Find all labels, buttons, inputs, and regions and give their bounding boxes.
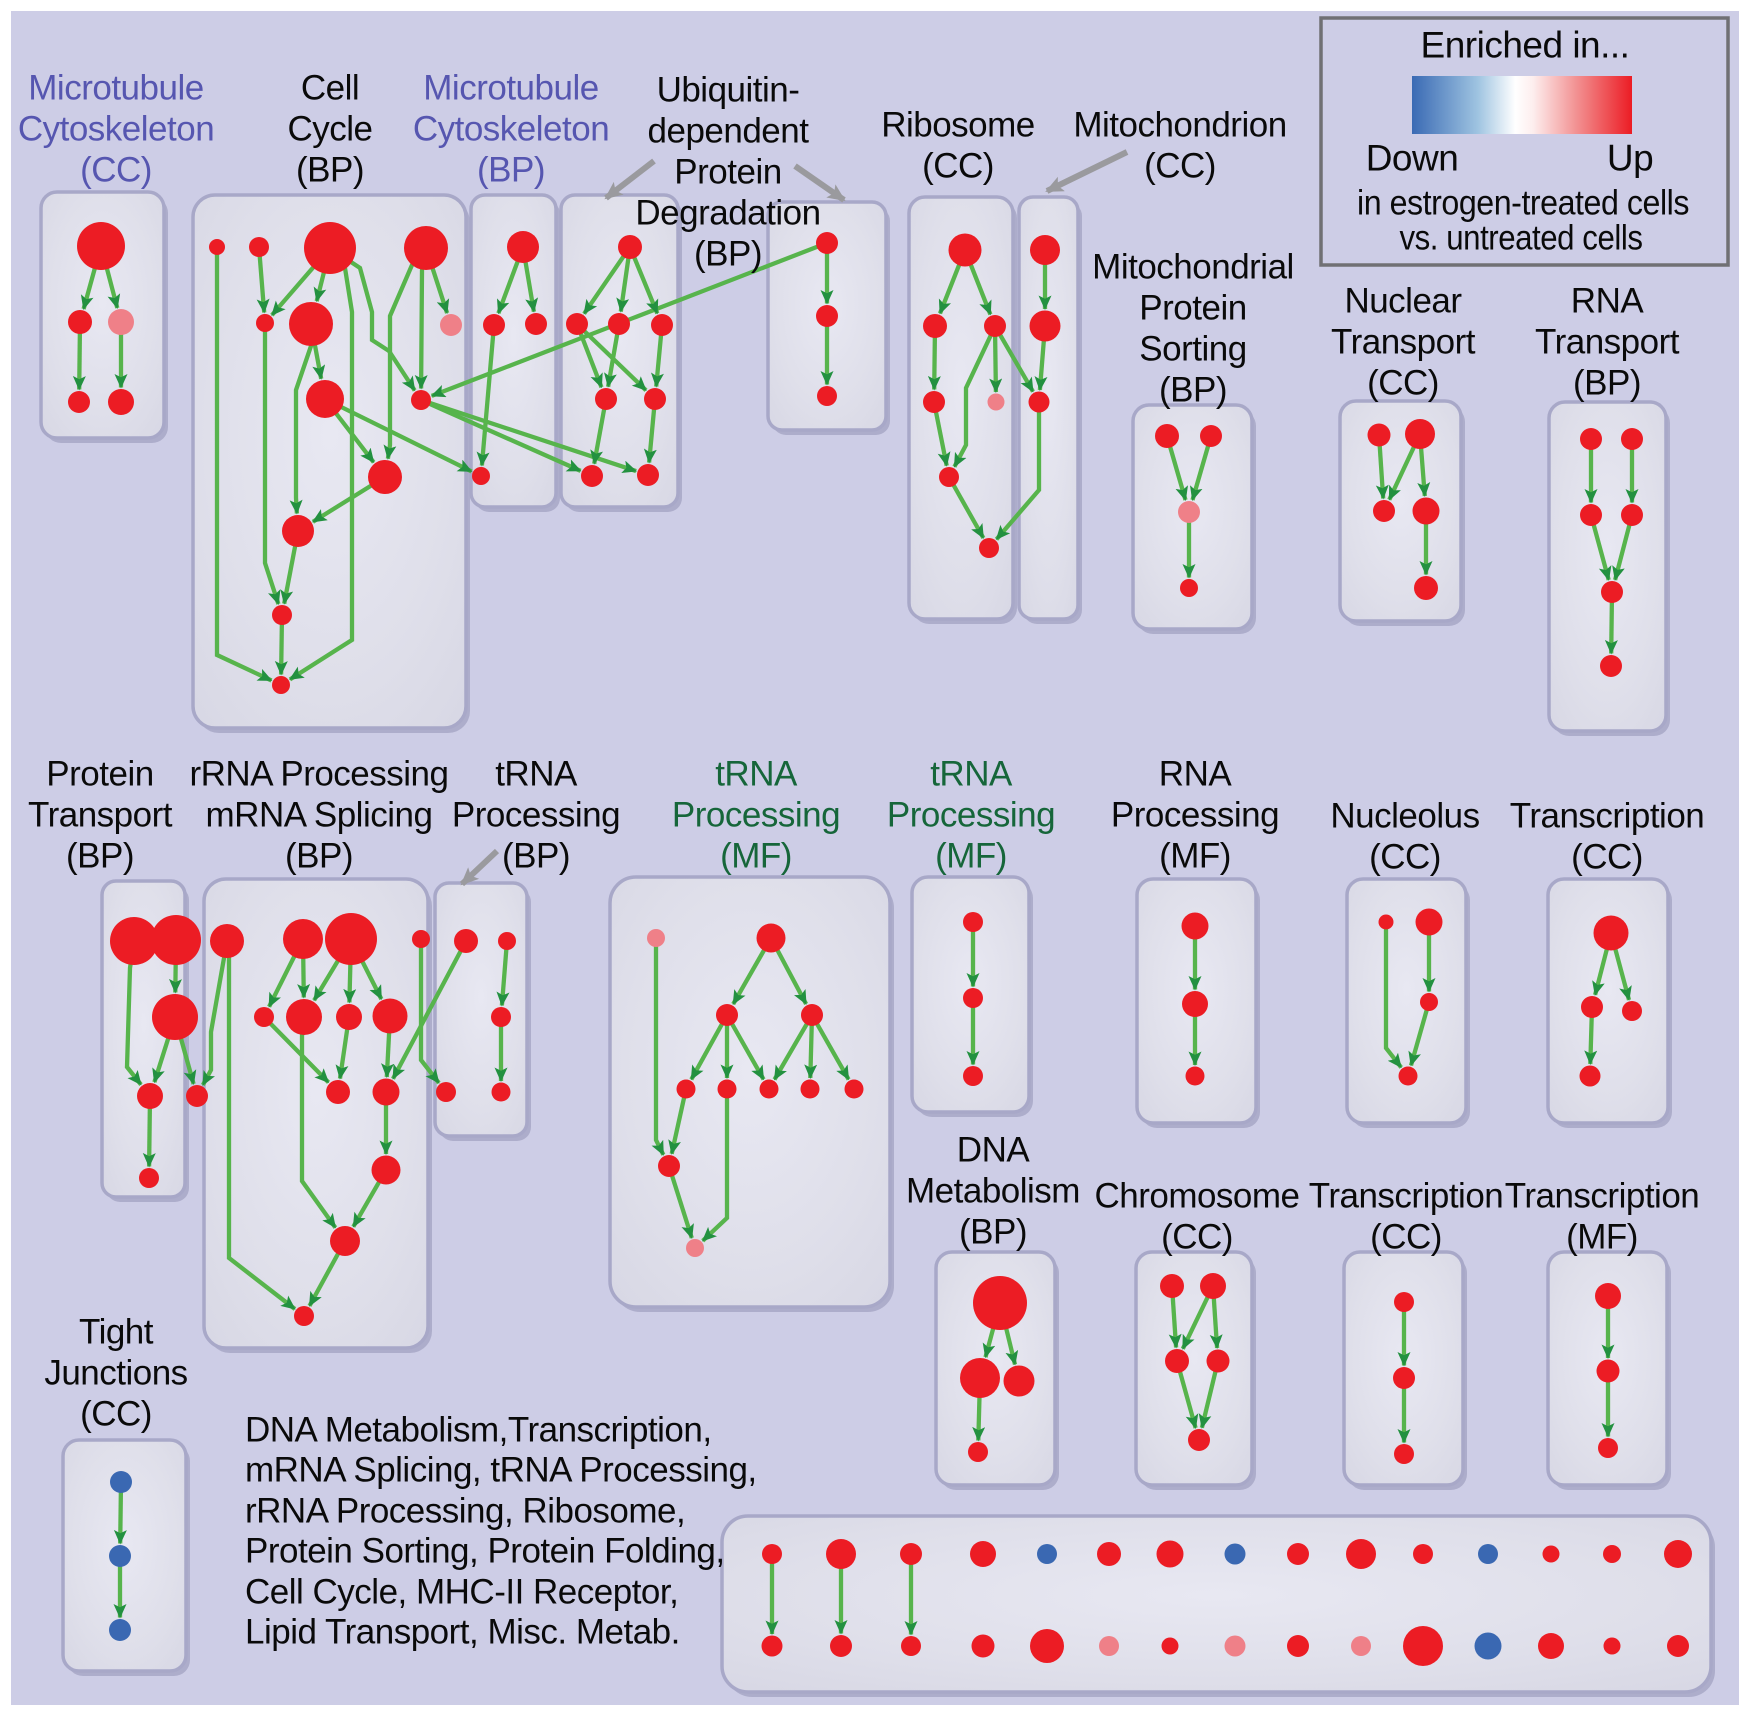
svg-text:Ubiquitin-: Ubiquitin-: [657, 71, 800, 110]
svg-text:Transport: Transport: [28, 796, 173, 835]
svg-text:(CC): (CC): [1144, 147, 1216, 186]
svg-text:Nuclear: Nuclear: [1344, 282, 1462, 321]
svg-text:(BP): (BP): [285, 837, 353, 876]
svg-text:Cycle: Cycle: [287, 110, 372, 149]
svg-text:(BP): (BP): [959, 1213, 1027, 1252]
svg-text:Cytoskeleton: Cytoskeleton: [413, 110, 609, 149]
svg-text:(BP): (BP): [66, 837, 134, 876]
svg-text:(MF): (MF): [720, 837, 792, 876]
svg-text:tRNA: tRNA: [930, 755, 1013, 794]
svg-text:mRNA Splicing, tRNA Processing: mRNA Splicing, tRNA Processing,: [245, 1451, 757, 1490]
svg-text:(CC): (CC): [1161, 1218, 1233, 1257]
svg-text:Protein Sorting, Protein Foldi: Protein Sorting, Protein Folding,: [245, 1532, 725, 1571]
svg-text:(CC): (CC): [1367, 364, 1439, 403]
svg-text:(BP): (BP): [1573, 364, 1641, 403]
svg-text:Transcription: Transcription: [1510, 797, 1705, 836]
svg-text:(MF): (MF): [935, 837, 1007, 876]
svg-text:Metabolism: Metabolism: [906, 1172, 1080, 1211]
svg-text:Junctions: Junctions: [44, 1354, 187, 1393]
svg-text:Transcription: Transcription: [1505, 1177, 1700, 1216]
svg-text:rRNA Processing, Ribosome,: rRNA Processing, Ribosome,: [245, 1492, 685, 1531]
svg-text:rRNA Processing: rRNA Processing: [190, 755, 449, 794]
svg-text:Protein: Protein: [1139, 289, 1246, 328]
svg-text:(CC): (CC): [922, 147, 994, 186]
svg-text:Microtubule: Microtubule: [423, 69, 598, 108]
svg-text:(BP): (BP): [1159, 371, 1227, 410]
svg-text:Processing: Processing: [1111, 796, 1279, 835]
svg-text:mRNA Splicing: mRNA Splicing: [206, 796, 433, 835]
svg-text:(BP): (BP): [694, 235, 762, 274]
svg-text:Down: Down: [1366, 138, 1459, 179]
svg-text:Protein: Protein: [46, 755, 153, 794]
svg-text:(BP): (BP): [502, 837, 570, 876]
svg-text:(MF): (MF): [1566, 1218, 1638, 1257]
svg-text:Mitochondrial: Mitochondrial: [1092, 248, 1294, 287]
svg-text:(MF): (MF): [1159, 837, 1231, 876]
svg-text:Degradation: Degradation: [635, 194, 820, 233]
svg-text:DNA: DNA: [957, 1131, 1031, 1170]
svg-text:(CC): (CC): [1571, 838, 1643, 877]
svg-text:Processing: Processing: [887, 796, 1055, 835]
svg-text:Mitochondrion: Mitochondrion: [1073, 106, 1286, 145]
svg-text:Lipid Transport, Misc. Metab.: Lipid Transport, Misc. Metab.: [245, 1613, 680, 1652]
svg-text:Protein: Protein: [674, 153, 781, 192]
svg-text:Up: Up: [1607, 138, 1653, 179]
svg-text:Transport: Transport: [1535, 323, 1680, 362]
svg-text:(CC): (CC): [1370, 1218, 1442, 1257]
svg-text:Chromosome: Chromosome: [1094, 1177, 1299, 1216]
svg-text:Processing: Processing: [672, 796, 840, 835]
svg-text:(BP): (BP): [477, 151, 545, 190]
svg-text:Nucleolus: Nucleolus: [1330, 797, 1479, 836]
svg-text:(CC): (CC): [80, 1395, 152, 1434]
svg-text:Microtubule: Microtubule: [28, 69, 203, 108]
svg-text:(CC): (CC): [1369, 838, 1441, 877]
svg-text:Transcription: Transcription: [1309, 1177, 1504, 1216]
svg-text:Ribosome: Ribosome: [881, 106, 1035, 145]
svg-text:Sorting: Sorting: [1139, 330, 1246, 369]
svg-text:Cell: Cell: [301, 69, 359, 108]
svg-text:Cytoskeleton: Cytoskeleton: [18, 110, 214, 149]
svg-text:Tight: Tight: [79, 1313, 154, 1352]
svg-text:tRNA: tRNA: [715, 755, 798, 794]
svg-text:Processing: Processing: [452, 796, 620, 835]
svg-text:RNA: RNA: [1571, 282, 1645, 321]
svg-text:(CC): (CC): [80, 151, 152, 190]
svg-text:tRNA: tRNA: [495, 755, 578, 794]
svg-text:dependent: dependent: [648, 112, 810, 151]
svg-text:(BP): (BP): [296, 151, 364, 190]
svg-text:RNA: RNA: [1159, 755, 1233, 794]
svg-text:vs. untreated cells: vs. untreated cells: [1400, 219, 1643, 258]
svg-text:Cell Cycle, MHC-II Receptor,: Cell Cycle, MHC-II Receptor,: [245, 1573, 678, 1612]
svg-text:Enriched in...: Enriched in...: [1421, 25, 1630, 66]
svg-text:Transport: Transport: [1331, 323, 1476, 362]
svg-text:in estrogen-treated cells: in estrogen-treated cells: [1357, 184, 1689, 223]
svg-text:DNA Metabolism,Transcription,: DNA Metabolism,Transcription,: [245, 1411, 712, 1450]
